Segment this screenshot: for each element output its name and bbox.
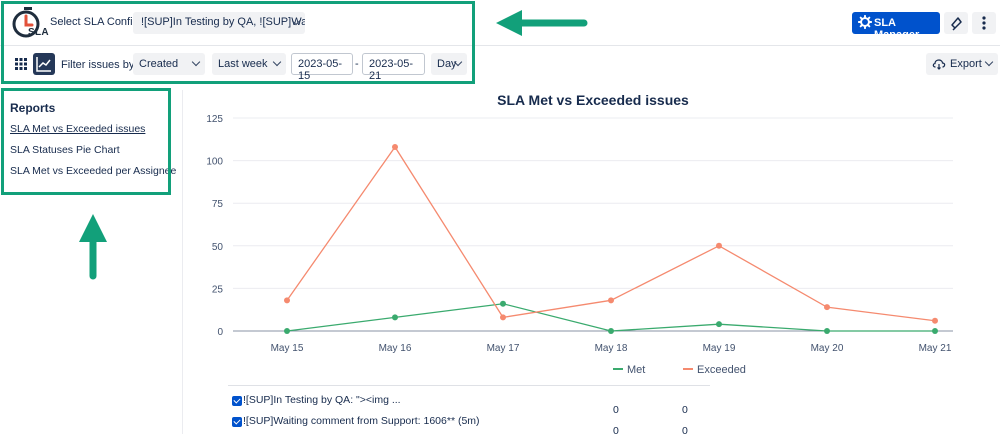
legend-swatch-exceeded [683,368,693,371]
data-point-exceeded [392,143,398,150]
granularity-value: Day [437,58,457,70]
data-point-exceeded [932,317,938,324]
grid-view-button[interactable] [10,53,32,75]
x-tick-label: May 21 [919,343,952,354]
y-tick-label: 125 [206,114,223,125]
annotation-arrow-up-icon [79,214,107,280]
table-divider [228,385,710,386]
export-label: Export [950,58,982,70]
row-met-count: 0 [613,425,619,434]
date-range-separator: - [355,58,359,70]
export-button[interactable]: Export [926,53,998,75]
legend-item-exceeded[interactable]: Exceeded [683,364,746,376]
legend-item-met[interactable]: Met [613,364,645,376]
row-exceeded-count: 0 [682,404,688,416]
x-tick-label: May 16 [379,343,412,354]
data-point-exceeded [716,242,722,249]
logo-text: SLA [28,27,49,38]
sla-manager-button[interactable]: SLA Manager [852,12,940,41]
select-sla-config-label: Select SLA Config [50,16,139,28]
x-tick-label: May 19 [703,343,736,354]
chart-view-button[interactable] [33,53,55,75]
date-from-input[interactable]: 2023-05-15 [291,53,353,82]
more-options-button[interactable] [972,12,996,34]
sla-manager-label: SLA Manager [874,17,920,41]
reports-title: Reports [10,101,56,115]
data-point-met [284,328,290,334]
line-chart: 0 25 50 75 100 125 May 15 May 16 May 17 May 18 May… [206,114,953,354]
filter-issues-label: Filter issues by: [61,59,138,71]
cloud-download-icon [932,59,946,70]
row-exceeded-count: 0 [682,425,688,434]
chart-title: SLA Met vs Exceeded issues [497,92,689,108]
x-tick-label: May 17 [487,343,520,354]
annotation-arrow-left-icon [496,10,588,36]
series-line-exceeded [286,145,936,322]
date-to-input[interactable]: 2023-05-21 [362,53,425,82]
row-checkbox[interactable] [232,417,242,427]
data-point-met [716,321,722,328]
row-name: ![SUP]In Testing by QA: "><img ... [243,394,401,406]
data-point-exceeded [824,304,830,311]
gear-icon [858,15,872,29]
date-from-value: 2023-05-15 [298,58,343,82]
x-tick-label: May 18 [595,343,628,354]
table-row: ![SUP]Waiting comment from Support: 1606… [232,415,712,434]
data-point-met [500,300,506,307]
sidebar-divider [182,90,183,434]
annotation-box-reports [1,88,171,195]
data-point-exceeded [608,297,614,304]
legend-swatch-met [613,368,623,371]
data-point-met [932,328,938,334]
report-link-per-assignee[interactable]: SLA Met vs Exceeded per Assignee [10,165,177,177]
table-row: ![SUP]In Testing by QA: "><img ... 0 0 [232,394,712,416]
line-chart-icon [36,57,51,72]
row-name: ![SUP]Waiting comment from Support: 1606… [243,415,480,427]
granularity-select[interactable]: Day [431,53,467,75]
period-value: Last week [218,58,268,70]
y-tick-label: 50 [212,242,224,253]
megaphone-icon [951,17,962,31]
series-line-met [286,303,935,332]
x-tick-label: May 15 [271,343,304,354]
period-select[interactable]: Last week [212,53,286,75]
data-point-met [824,328,830,334]
feedback-button[interactable] [944,12,968,34]
y-tick-label: 100 [206,157,223,168]
stopwatch-logo-icon [12,7,40,38]
grid-icon [15,58,27,70]
top-bar [0,0,1000,46]
row-met-count: 0 [613,404,619,416]
filter-field-select[interactable]: Created [133,53,205,75]
row-checkbox[interactable] [232,396,242,406]
sla-config-select[interactable]: ![SUP]In Testing by QA, ![SUP]Wai... [133,12,305,34]
chevron-down-icon [984,57,994,67]
date-to-value: 2023-05-21 [369,58,414,82]
x-tick-label: May 20 [811,343,844,354]
legend-label-met: Met [627,364,646,376]
report-link-statuses-pie[interactable]: SLA Statuses Pie Chart [10,144,120,156]
data-point-exceeded [284,297,290,304]
y-tick-label: 75 [212,199,224,210]
data-point-met [608,328,614,334]
report-link-met-vs-exceeded[interactable]: SLA Met vs Exceeded issues [10,123,146,135]
data-point-met [392,314,398,321]
annotation-box-toolbar [1,1,475,84]
more-vertical-icon [982,16,986,30]
y-tick-label: 0 [217,327,223,338]
y-tick-label: 25 [212,284,224,295]
filter-field-value: Created [139,58,179,70]
legend-label-exceeded: Exceeded [697,364,746,376]
sla-config-value: ![SUP]In Testing by QA, ![SUP]Wai... [141,16,305,28]
data-point-exceeded [500,314,506,321]
